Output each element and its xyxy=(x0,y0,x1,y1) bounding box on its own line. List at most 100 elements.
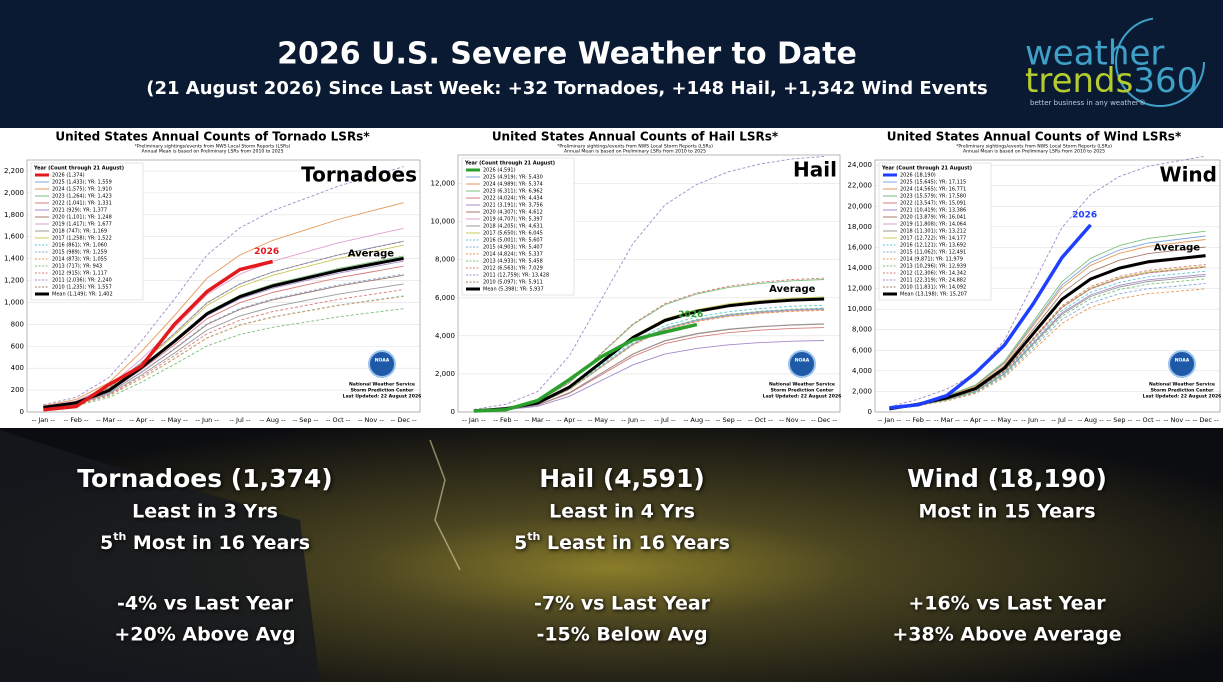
legend-label: 2015 (4,903); YR: 5,407 xyxy=(483,245,543,251)
series-line xyxy=(43,240,404,408)
x-tick-label: -- Jul -- xyxy=(1051,416,1073,424)
stat-line: -7% vs Last Year xyxy=(534,593,711,615)
legend-box xyxy=(461,157,575,296)
series-line xyxy=(889,266,1206,410)
x-tick-label: -- Dec -- xyxy=(811,416,838,424)
legend-label: 2026 (4,591) xyxy=(483,168,516,174)
series-line xyxy=(889,288,1206,410)
y-tick-label: 0 xyxy=(868,408,872,416)
y-tick-label: 22,000 xyxy=(848,182,873,190)
legend-label: 2024 (4,989); YR: 5,374 xyxy=(483,182,543,188)
y-tick-label: 18,000 xyxy=(848,223,873,231)
chart-note: *Preliminary sightings/events from NWS L… xyxy=(135,144,291,150)
x-tick-label: -- Mar -- xyxy=(96,416,122,424)
y-tick-label: 0 xyxy=(20,408,24,416)
stat-heading: Hail (4,591) xyxy=(539,464,705,493)
stat-line: Most in 15 Years xyxy=(918,501,1095,523)
legend-label: 2021 (3,191); YR: 3,756 xyxy=(483,203,543,209)
series-line xyxy=(889,270,1206,410)
legend-label: 2026 (18,190) xyxy=(900,173,936,179)
legend-label: Mean (5,398); YR: 5,937 xyxy=(483,287,544,293)
legend-label: 2025 (4,919); YR: 5,430 xyxy=(483,175,543,181)
highlight-label: 2026 xyxy=(1072,210,1097,220)
x-tick-label: -- Jan -- xyxy=(462,416,486,424)
y-tick-label: 8,000 xyxy=(852,326,872,334)
x-tick-label: -- Nov -- xyxy=(358,416,385,424)
y-tick-label: 6,000 xyxy=(852,346,872,354)
series-line xyxy=(43,289,404,409)
logo-trends: trends xyxy=(1025,61,1133,101)
legend-label: 2025 (1,433); YR: 1,559 xyxy=(52,180,112,186)
stat-line-part: th xyxy=(113,530,126,543)
highlight-label: 2026 xyxy=(254,247,279,257)
series-line xyxy=(473,323,825,412)
credit-text: Last Updated: 22 August 2026 xyxy=(763,394,842,400)
y-tick-label: 4,000 xyxy=(852,367,872,375)
stat-line-part: Most in 16 Years xyxy=(126,532,310,554)
x-tick-label: -- Sep -- xyxy=(716,416,742,424)
chart-label: Hail xyxy=(793,158,837,182)
y-tick-label: 12,000 xyxy=(431,180,456,188)
series-line xyxy=(889,283,1206,410)
mirror-shape xyxy=(0,430,320,682)
y-tick-label: 2,000 xyxy=(852,387,872,395)
chart-label: Tornadoes xyxy=(301,163,417,187)
stat-line-part: Least in 16 Years xyxy=(540,532,730,554)
x-tick-label: -- May -- xyxy=(991,416,1019,424)
y-tick-label: 600 xyxy=(11,342,24,350)
credit-text: National Weather Service xyxy=(1149,382,1215,388)
legend-label: 2011 (12,759); YR: 13,428 xyxy=(483,273,549,279)
y-tick-label: 2,000 xyxy=(4,189,24,197)
y-tick-label: 20,000 xyxy=(848,202,873,210)
noaa-logo xyxy=(1168,350,1196,378)
legend-label: Mean (13,198); YR: 15,207 xyxy=(900,292,967,298)
chart-note: Annual Mean is based on Preliminary LSRs… xyxy=(963,149,1105,155)
x-tick-label: -- Nov -- xyxy=(779,416,806,424)
series-line xyxy=(43,295,404,409)
legend-label: 2024 (1,575); YR: 1,910 xyxy=(52,187,112,193)
legend-label: 2017 (12,722); YR: 14,177 xyxy=(900,236,966,242)
y-tick-label: 12,000 xyxy=(848,285,873,293)
y-tick-label: 1,000 xyxy=(4,298,24,306)
legend-label: 2019 (4,707); YR: 5,397 xyxy=(483,217,543,223)
series-line xyxy=(473,304,825,412)
legend-label: Mean (1,149); YR: 1,402 xyxy=(52,292,113,298)
x-tick-label: -- May -- xyxy=(161,416,189,424)
logo-number: 360 xyxy=(1133,61,1198,101)
plot-frame xyxy=(26,159,421,413)
y-tick-label: 10,000 xyxy=(848,305,873,313)
noaa-text: NOAA xyxy=(375,358,390,364)
x-tick-label: -- Nov -- xyxy=(1164,416,1191,424)
chart-label: Wind xyxy=(1160,163,1217,187)
legend-label: 2018 (747); YR: 1,169 xyxy=(52,229,107,235)
x-tick-label: -- Oct -- xyxy=(326,416,351,424)
y-tick-label: 4,000 xyxy=(435,332,455,340)
x-tick-label: -- Apr -- xyxy=(557,416,582,424)
logo-line1: weather xyxy=(1025,34,1164,74)
stat-heading: Wind (18,190) xyxy=(907,464,1107,493)
credit-text: Storm Prediction Center xyxy=(771,388,835,394)
stat-line-part: 5 xyxy=(100,532,113,554)
legend-label: 2012 (12,306); YR: 14,342 xyxy=(900,271,966,277)
y-tick-label: 8,000 xyxy=(435,256,455,264)
noaa-logo xyxy=(368,350,396,378)
legend-label: 2017 (5,650); YR: 6,045 xyxy=(483,231,543,237)
legend-label: 2023 (15,579); YR: 17,580 xyxy=(900,194,966,200)
x-tick-label: -- Sep -- xyxy=(1106,416,1132,424)
stat-line: Least in 4 Yrs xyxy=(549,501,695,523)
chart-title: United States Annual Counts of Wind LSRs… xyxy=(887,130,1182,144)
series-line xyxy=(43,244,404,408)
series-line xyxy=(43,283,404,409)
x-tick-label: -- Apr -- xyxy=(963,416,988,424)
legend-label: 2019 (11,808); YR: 14,064 xyxy=(900,222,966,228)
series-line xyxy=(889,254,1206,411)
y-tick-label: 0 xyxy=(451,408,455,416)
legend-label: 2019 (1,417); YR: 1,677 xyxy=(52,222,112,228)
legend-label: 2016 (5,001); YR: 5,607 xyxy=(483,238,543,244)
series-line xyxy=(889,155,1206,408)
legend-label: 2020 (1,101); YR: 1,248 xyxy=(52,215,112,221)
y-tick-label: 2,000 xyxy=(435,370,455,378)
y-tick-label: 200 xyxy=(11,386,24,394)
legend-label: 2012 (915); YR: 1,117 xyxy=(52,271,107,277)
